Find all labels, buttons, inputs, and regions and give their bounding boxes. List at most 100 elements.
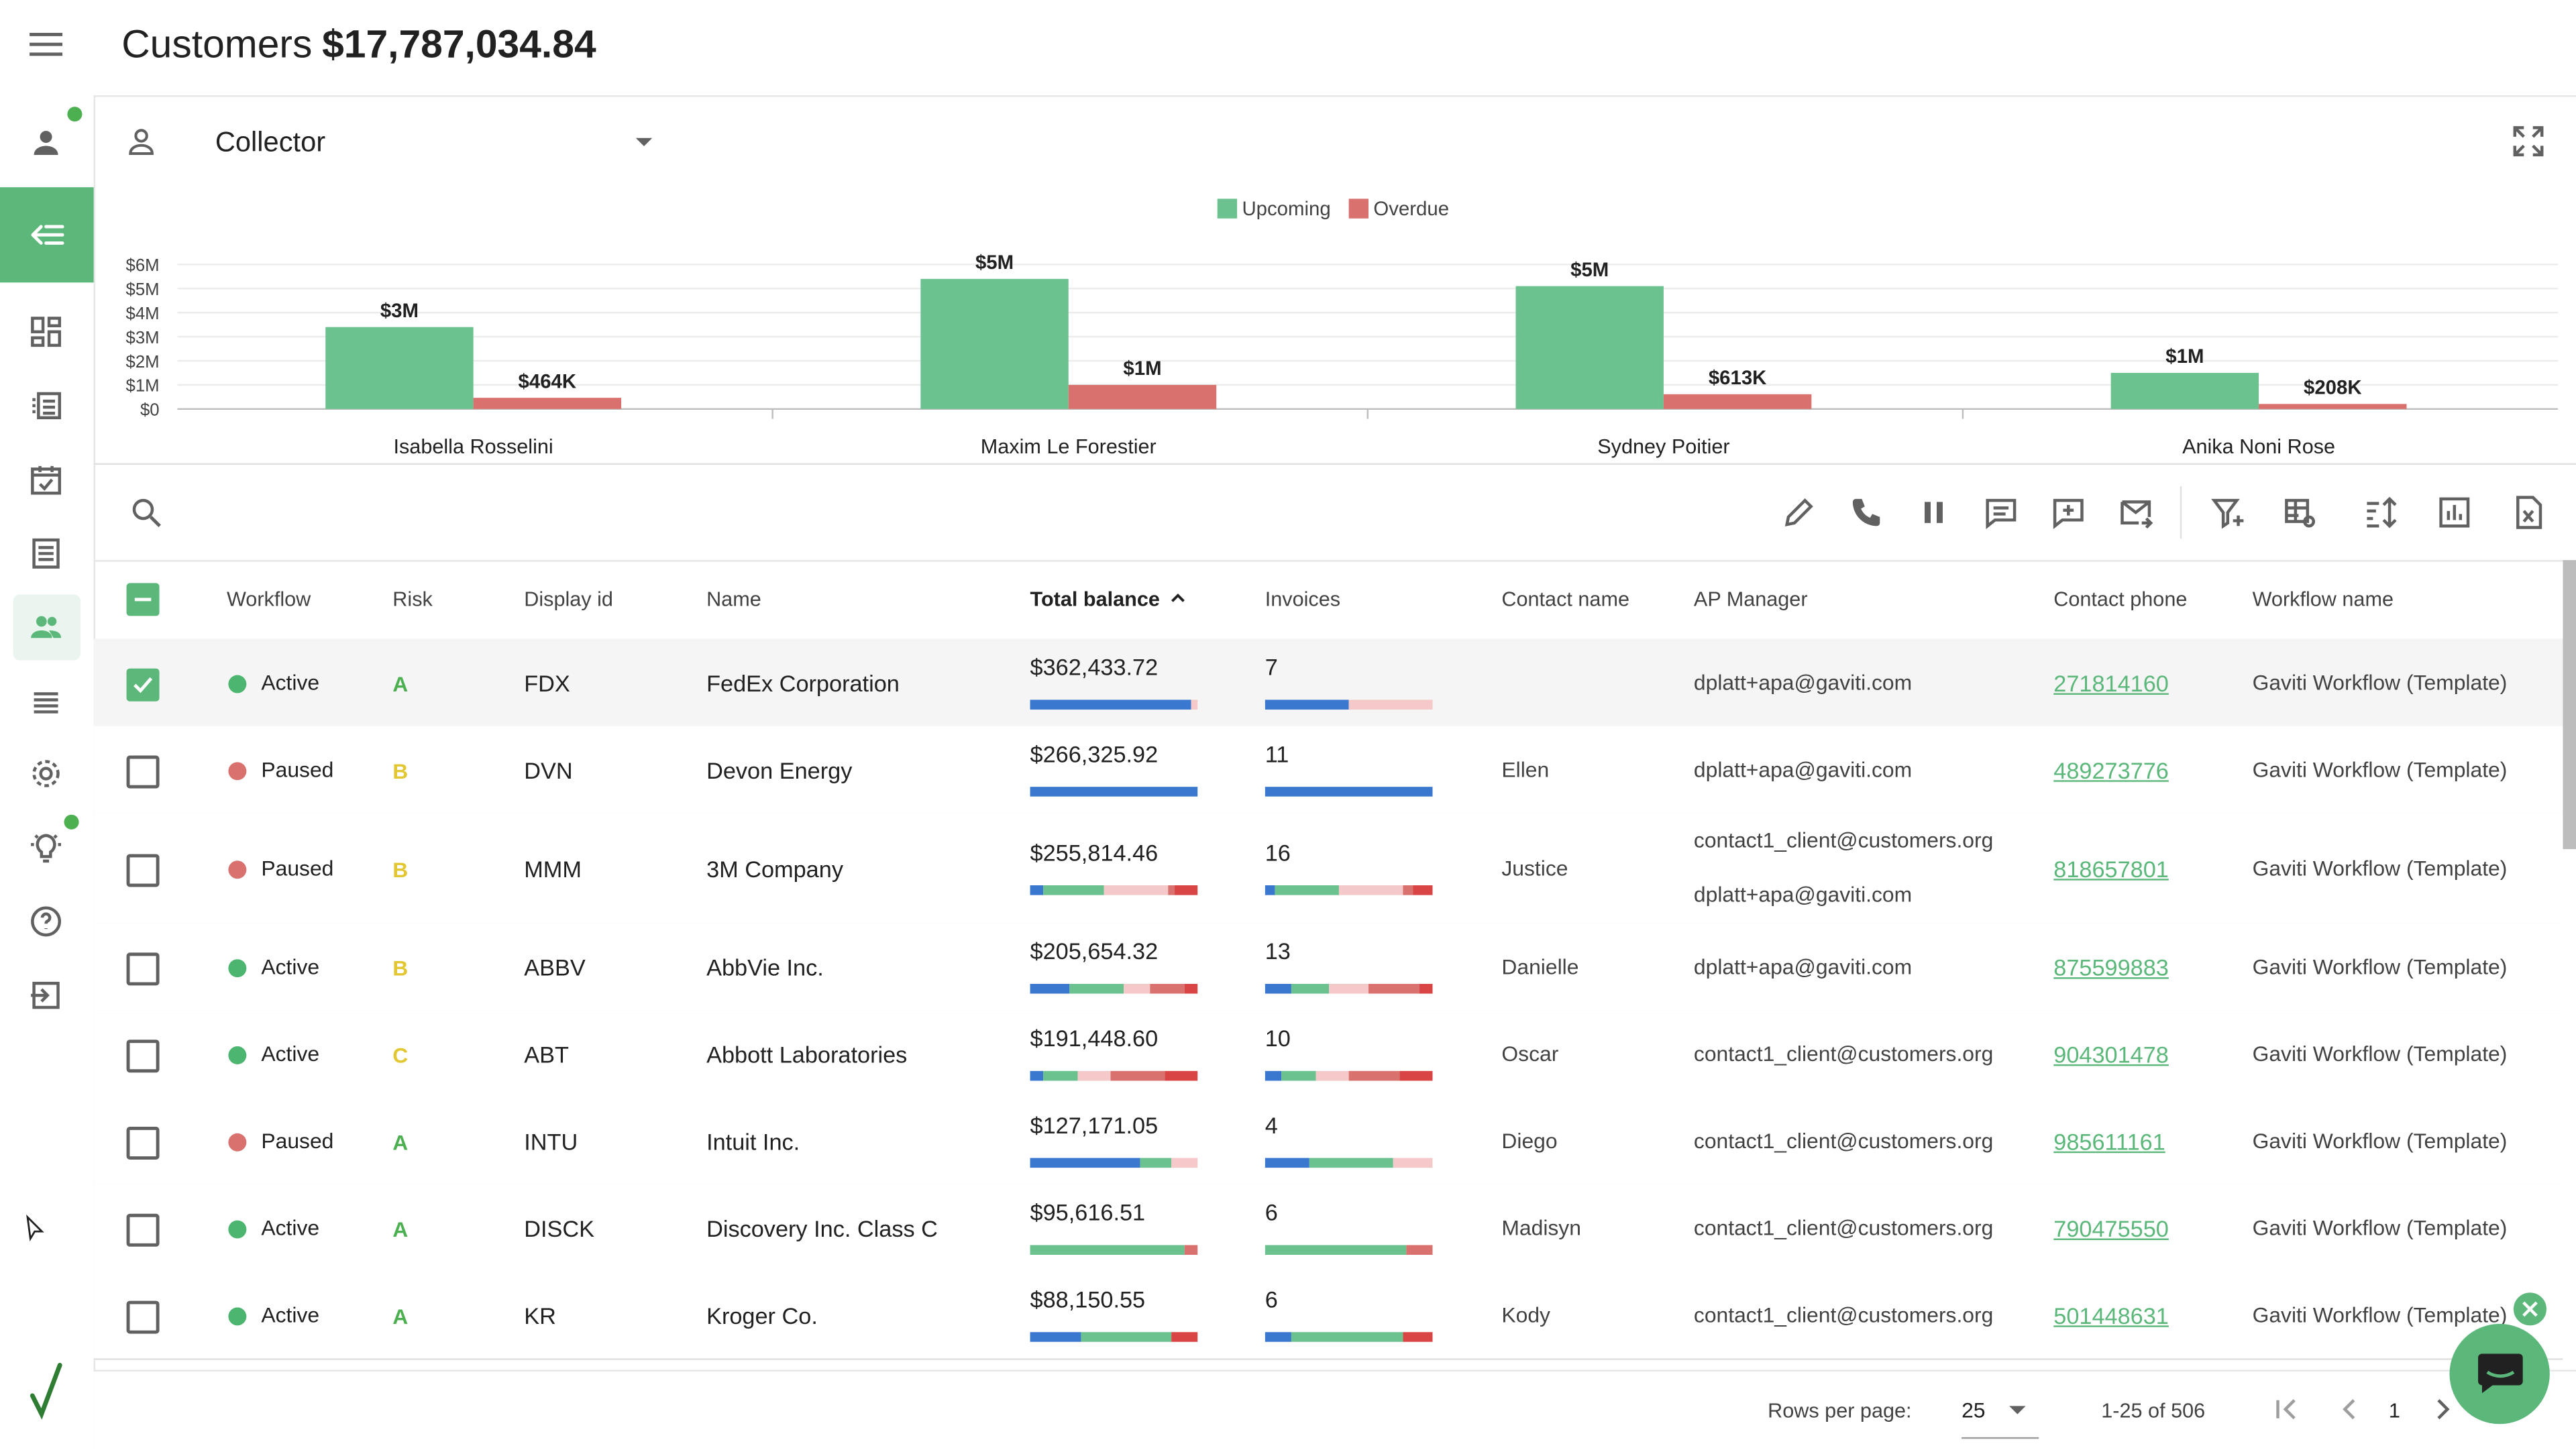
row-checkbox[interactable]	[126, 1038, 160, 1072]
sidebar	[0, 95, 96, 1449]
column-header-workflow[interactable]: Workflow	[226, 588, 311, 612]
contact-phone-link[interactable]: 875599883	[2053, 953, 2169, 980]
user-profile-icon[interactable]	[26, 123, 66, 163]
table-row[interactable]: Active A DISCK Discovery Inc. Class C $95,61…	[93, 1184, 2563, 1273]
add-comment-icon[interactable]	[2049, 493, 2088, 533]
excel-export-icon[interactable]	[2509, 493, 2548, 533]
workflow-status: Active	[261, 953, 320, 979]
table-row[interactable]: Active B ABBV AbbVie Inc. $205,654.32 13 Danie…	[93, 923, 2563, 1012]
customer-name[interactable]: Abbott Laboratories	[706, 1040, 908, 1067]
chat-close-button[interactable]	[2512, 1290, 2548, 1327]
invoice-aging-segment	[1402, 1331, 1433, 1341]
first-page-icon[interactable]	[2269, 1391, 2305, 1427]
balance-aging-segment	[1030, 1331, 1081, 1341]
logout-icon[interactable]	[26, 976, 66, 1015]
table-row[interactable]: Active A KR Kroger Co. $88,150.55 6 Kody contac…	[93, 1271, 2563, 1360]
row-checkbox[interactable]	[126, 952, 160, 985]
customer-name[interactable]: Kroger Co.	[706, 1301, 818, 1329]
column-header-risk[interactable]: Risk	[392, 588, 433, 612]
overdue-bar	[473, 398, 622, 409]
table-row[interactable]: Paused A INTU Intuit Inc. $127,171.05 4 Diego c…	[93, 1097, 2563, 1186]
calendar-check-icon[interactable]	[26, 460, 66, 500]
comments-icon[interactable]	[1981, 493, 2021, 533]
column-header-contact-name[interactable]: Contact name	[1501, 588, 1629, 612]
document-list-icon[interactable]	[26, 534, 66, 573]
row-checkbox[interactable]	[126, 1125, 160, 1159]
workflow-status: Paused	[261, 854, 334, 880]
fullscreen-icon[interactable]	[2510, 123, 2546, 160]
contact-phone-link[interactable]: 501448631	[2053, 1301, 2169, 1329]
customer-name[interactable]: Intuit Inc.	[706, 1127, 800, 1154]
contact-phone-link[interactable]: 489273776	[2053, 756, 2169, 783]
chart-report-icon[interactable]	[2434, 493, 2474, 533]
customer-name[interactable]: AbbVie Inc.	[706, 953, 824, 980]
table-row[interactable]: Paused B MMM 3M Company $255,814.46 16 Justice…	[93, 813, 2563, 925]
invoice-count: 16	[1265, 838, 1291, 865]
column-header-ap-manager[interactable]: AP Manager	[1693, 588, 1808, 612]
row-checkbox[interactable]	[126, 667, 160, 701]
phone-icon[interactable]	[1847, 493, 1886, 533]
select-all-checkbox[interactable]	[126, 583, 160, 616]
chevron-down-icon[interactable]	[635, 137, 653, 146]
email-forward-icon[interactable]	[2116, 493, 2155, 533]
workflow-name: Gaviti Workflow (Template)	[2252, 854, 2508, 880]
row-checkbox[interactable]	[126, 1300, 160, 1333]
row-checkbox[interactable]	[126, 755, 160, 788]
dashboard-icon[interactable]	[26, 312, 66, 351]
row-checkbox[interactable]	[126, 853, 160, 887]
table-row[interactable]: Paused B DVN Devon Energy $266,325.92 11 Ellen…	[93, 726, 2563, 815]
balance-aging-bar	[1030, 884, 1198, 895]
table-settings-icon[interactable]	[2280, 493, 2320, 533]
customers-icon[interactable]	[26, 608, 66, 647]
table-row[interactable]: Active C ABT Abbott Laboratories $191,448.60…	[93, 1010, 2563, 1099]
queue-icon[interactable]	[26, 681, 66, 721]
help-icon[interactable]	[26, 902, 66, 942]
previous-page-icon[interactable]	[2331, 1391, 2367, 1427]
column-header-total-balance[interactable]: Total balance	[1030, 588, 1187, 611]
collapse-sidebar-button[interactable]	[0, 187, 94, 283]
nav-customers[interactable]	[13, 594, 81, 661]
workflow-name: Gaviti Workflow (Template)	[2252, 1040, 2508, 1066]
table-vertical-scrollbar[interactable]	[2563, 560, 2576, 850]
lightbulb-icon[interactable]	[26, 828, 66, 867]
total-balance: $191,448.60	[1030, 1023, 1159, 1051]
edit-pencil-icon[interactable]	[1779, 493, 1819, 533]
column-header-name[interactable]: Name	[706, 588, 761, 612]
column-header-display-id[interactable]: Display id	[524, 588, 613, 612]
chat-widget-button[interactable]	[2449, 1323, 2550, 1425]
rows-per-page-chevron-icon[interactable]	[2009, 1406, 2026, 1414]
collector-select[interactable]: Collector	[125, 125, 667, 164]
search-icon[interactable]	[127, 493, 166, 533]
settings-gear-icon[interactable]	[26, 754, 66, 793]
task-list-icon[interactable]	[26, 386, 66, 426]
customer-name[interactable]: Devon Energy	[706, 756, 853, 783]
contact-phone-link[interactable]: 904301478	[2053, 1040, 2169, 1067]
invoice-count: 13	[1265, 937, 1291, 964]
ap-manager-email: contact1_client@customers.org	[1693, 1040, 1994, 1066]
current-page-number[interactable]: 1	[2388, 1399, 2400, 1423]
customer-name[interactable]: FedEx Corporation	[706, 669, 900, 696]
filter-add-icon[interactable]	[2208, 493, 2247, 533]
sort-order-icon[interactable]	[2361, 493, 2400, 533]
column-header-contact-phone[interactable]: Contact phone	[2053, 588, 2188, 612]
workflow-name: Gaviti Workflow (Template)	[2252, 1215, 2508, 1239]
balance-aging-bar	[1030, 699, 1198, 709]
menu-icon[interactable]	[30, 32, 63, 59]
workflow-status-dot	[228, 958, 247, 977]
invoice-aging-segment	[1265, 983, 1292, 993]
contact-phone-link[interactable]: 790475550	[2053, 1215, 2169, 1241]
pause-icon[interactable]	[1914, 493, 1953, 533]
balance-aging-segment	[1184, 983, 1198, 993]
next-page-icon[interactable]	[2425, 1391, 2461, 1427]
table-row[interactable]: Active A FDX FedEx Corporation $362,433.72 7 d…	[93, 638, 2563, 728]
customer-name[interactable]: 3M Company	[706, 854, 843, 881]
contact-phone-link[interactable]: 818657801	[2053, 854, 2169, 881]
rows-per-page-select[interactable]: 25	[1962, 1398, 1986, 1423]
contact-phone-link[interactable]: 271814160	[2053, 669, 2169, 696]
column-header-workflow-name[interactable]: Workflow name	[2252, 588, 2394, 612]
column-header-invoices[interactable]: Invoices	[1265, 588, 1341, 612]
customer-name[interactable]: Discovery Inc. Class C	[706, 1215, 938, 1241]
collector-balance-chart: $0 $1M $2M $3M $4M $5M $6M Upcoming Overdue $3M $4…	[126, 198, 2559, 458]
contact-phone-link[interactable]: 985611161	[2053, 1127, 2165, 1154]
row-checkbox[interactable]	[126, 1213, 160, 1246]
